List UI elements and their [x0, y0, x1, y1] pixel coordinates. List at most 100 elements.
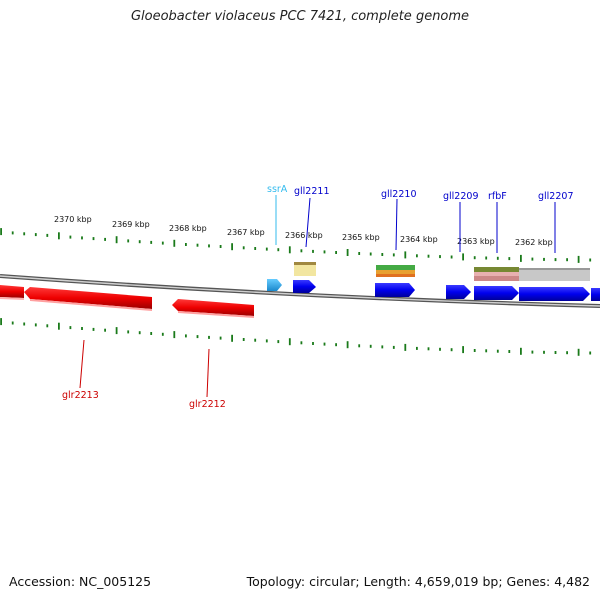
scale-tick-bottom-10	[115, 327, 118, 335]
scale-tick-bottom-6	[69, 326, 72, 330]
scale-tick-bottom-5	[58, 322, 60, 330]
scale-tick-top-16	[185, 243, 187, 246]
scale-tick-bottom-27	[312, 342, 314, 345]
leader-line-gll2211	[305, 197, 311, 248]
scale-tick-bottom-21	[242, 338, 245, 341]
scale-tick-top-20	[231, 243, 233, 251]
scale-tick-top-38	[439, 255, 441, 259]
scale-ticks-bottom	[0, 318, 592, 356]
gene-label-gll2207[interactable]: gll2207	[538, 191, 574, 202]
gene-label-gll2209[interactable]: gll2209	[443, 191, 479, 202]
scale-label-2362: 2362 kbp	[515, 238, 553, 247]
gene-label-gll2210[interactable]: gll2210	[381, 189, 417, 200]
scale-tick-top-8	[92, 237, 95, 241]
scale-tick-bottom-23	[265, 339, 268, 343]
scale-tick-bottom-26	[300, 341, 303, 345]
scale-tick-top-4	[46, 233, 49, 237]
scale-tick-bottom-43	[496, 349, 499, 353]
gene-label-gll2211[interactable]: gll2211	[294, 186, 330, 197]
scale-tick-top-45	[520, 254, 522, 262]
scale-tick-top-34	[392, 253, 395, 257]
scale-tick-top-28	[323, 250, 326, 254]
gene-label-ssra[interactable]: ssrA	[267, 184, 288, 195]
feature-gll2211	[294, 262, 316, 276]
gene-label-glr2213[interactable]: glr2213	[62, 390, 99, 401]
gene-gll2210[interactable]	[375, 283, 415, 297]
scale-tick-top-49	[566, 258, 568, 262]
scale-tick-top-48	[554, 258, 557, 262]
scale-tick-bottom-28	[323, 342, 326, 346]
gene-right-edge[interactable]	[591, 288, 600, 301]
scale-tick-top-50	[577, 255, 580, 263]
scale-tick-top-10	[115, 236, 118, 244]
gene-ssra[interactable]	[267, 279, 282, 291]
gene-gll2211[interactable]	[293, 280, 316, 293]
scale-tick-bottom-31	[358, 344, 361, 348]
scale-tick-top-14	[161, 241, 164, 245]
scale-tick-bottom-17	[196, 335, 199, 339]
scale-tick-bottom-33	[381, 345, 384, 349]
gene-left-edge[interactable]	[0, 285, 24, 300]
gene-glr2213[interactable]	[24, 287, 152, 311]
scale-tick-top-0	[0, 228, 2, 236]
scale-tick-top-30	[346, 249, 349, 256]
scale-tick-bottom-19	[219, 336, 222, 340]
genome-backbone-highlight	[0, 275, 600, 307]
scale-tick-top-3	[34, 233, 37, 237]
scale-tick-bottom-48	[554, 351, 557, 354]
leader-line-glr2212	[206, 348, 210, 398]
scale-tick-top-21	[242, 246, 245, 250]
scale-tick-bottom-44	[508, 350, 511, 353]
scale-tick-bottom-22	[254, 338, 257, 342]
gene-gll2209[interactable]	[446, 285, 471, 299]
scale-tick-bottom-51	[589, 351, 592, 355]
scale-tick-bottom-30	[346, 341, 349, 349]
scale-tick-bottom-20	[231, 334, 233, 342]
scale-label-2370: 2370 kbp	[54, 215, 92, 224]
feature-rfbf	[474, 267, 519, 281]
scale-tick-top-2	[23, 232, 26, 236]
scale-tick-bottom-1	[11, 321, 14, 325]
scale-tick-top-44	[508, 257, 511, 261]
scale-tick-top-39	[450, 255, 453, 259]
scale-tick-top-15	[173, 239, 176, 247]
scale-tick-top-47	[543, 257, 545, 261]
scale-tick-top-37	[427, 254, 430, 258]
scale-tick-top-43	[496, 256, 499, 260]
scale-tick-top-17	[196, 243, 199, 247]
gene-glr2212[interactable]	[172, 299, 254, 318]
scale-label-2369: 2369 kbp	[112, 220, 150, 229]
scale-tick-top-12	[138, 240, 141, 244]
genome-title: Gloeobacter violaceus PCC 7421, complete…	[130, 9, 470, 24]
scale-tick-bottom-14	[161, 332, 164, 336]
gene-gll2207[interactable]	[519, 287, 590, 301]
gene-label-rfbf[interactable]: rfbF	[488, 191, 507, 202]
scale-tick-bottom-42	[485, 349, 488, 353]
scale-tick-bottom-38	[439, 347, 441, 351]
gene-rfbf[interactable]	[474, 286, 519, 300]
scale-tick-bottom-47	[543, 350, 545, 354]
scale-tick-top-35	[404, 251, 407, 259]
scale-tick-bottom-3	[34, 323, 37, 327]
scale-tick-bottom-36	[416, 346, 418, 350]
scale-tick-top-25	[288, 246, 291, 254]
scale-tick-bottom-2	[23, 322, 26, 326]
scale-tick-bottom-11	[127, 330, 130, 334]
scale-tick-top-19	[219, 245, 222, 248]
scale-ticks-top	[0, 228, 592, 263]
scale-tick-bottom-32	[369, 344, 372, 348]
genome-summary-text: Topology: circular; Length: 4,659,019 bp…	[246, 574, 590, 589]
scale-tick-bottom-46	[531, 350, 534, 354]
scale-tick-top-41	[473, 256, 476, 260]
scale-label-2368: 2368 kbp	[169, 224, 207, 233]
scale-label-2366: 2366 kbp	[285, 231, 323, 240]
scale-tick-top-36	[416, 254, 418, 258]
scale-label-2365: 2365 kbp	[342, 233, 380, 242]
scale-tick-bottom-50	[577, 348, 580, 356]
feature-gll2207	[519, 268, 590, 281]
scale-tick-top-31	[358, 252, 361, 255]
scale-tick-bottom-9	[104, 328, 106, 332]
scale-label-2363: 2363 kbp	[457, 237, 495, 246]
gene-label-glr2212[interactable]: glr2212	[189, 399, 226, 410]
scale-tick-bottom-8	[92, 327, 95, 331]
